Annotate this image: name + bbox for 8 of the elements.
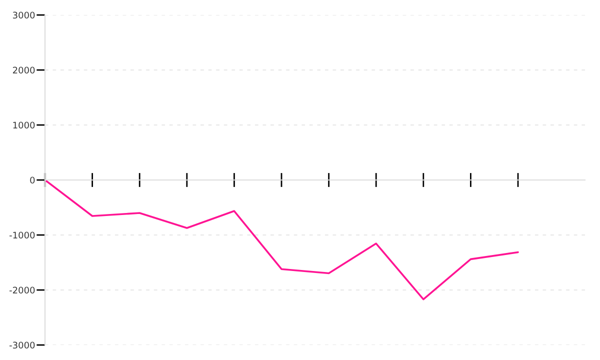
y-tick-label: -2000 [9, 286, 35, 294]
line-series [45, 179, 519, 300]
y-tick-label: 3000 [12, 12, 35, 19]
y-tick-label: 2000 [12, 66, 35, 74]
y-tick-label: 1000 [13, 122, 35, 129]
y-tick-label: -1000 [9, 232, 35, 239]
y-tick-label: -3000 [9, 342, 35, 349]
y-tick-label: 0 [30, 176, 35, 184]
